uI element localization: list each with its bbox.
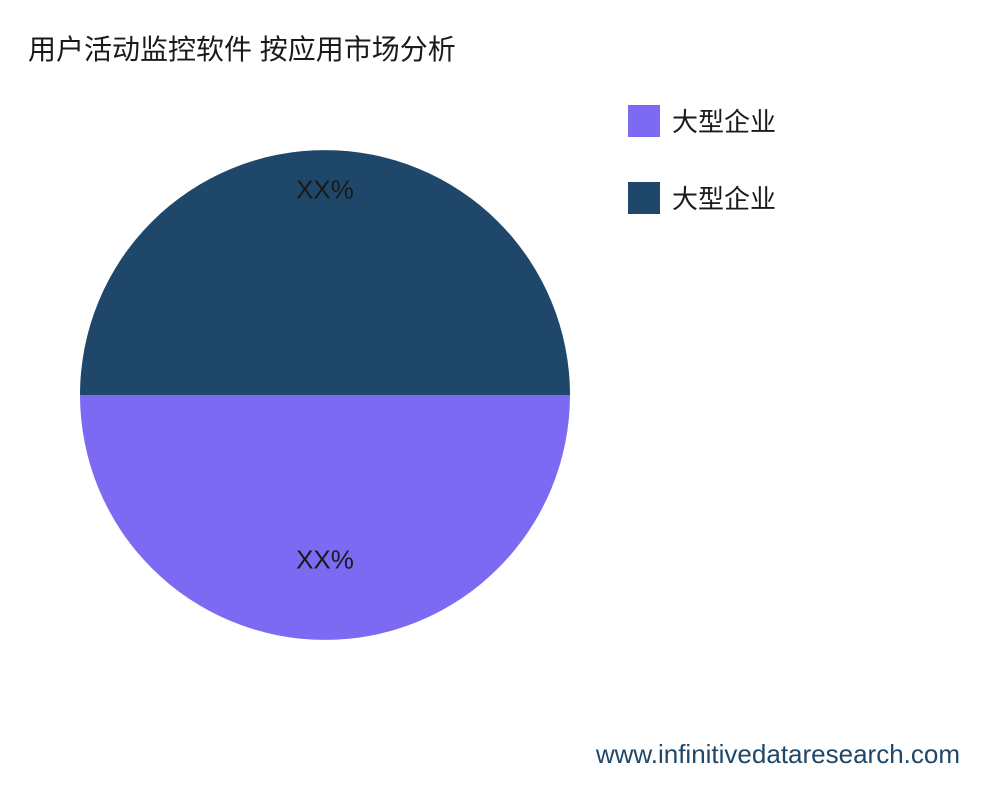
pie-label-slice-bottom: XX% [296,545,354,576]
legend-swatch [628,182,660,214]
footer-url: www.infinitivedataresearch.com [596,739,960,770]
legend-item: 大型企业 [628,179,776,216]
legend-label: 大型企业 [672,179,776,216]
legend-swatch [628,105,660,137]
pie-slice-bottom [80,395,570,640]
chart-title: 用户活动监控软件 按应用市场分析 [28,28,456,68]
legend-item: 大型企业 [628,102,776,139]
pie-label-slice-top: XX% [296,175,354,206]
legend-label: 大型企业 [672,102,776,139]
legend: 大型企业大型企业 [628,102,776,216]
